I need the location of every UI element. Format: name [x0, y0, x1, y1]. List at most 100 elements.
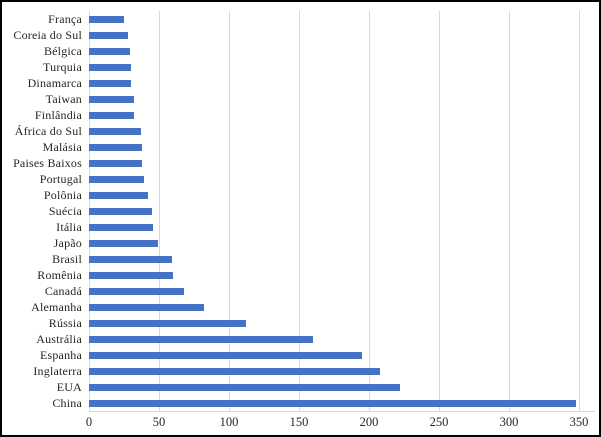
bar-track [89, 267, 599, 283]
bar-track [89, 107, 599, 123]
bar-suécia [89, 207, 152, 215]
bar-portugal [89, 175, 144, 183]
bar-inglaterra [89, 367, 381, 375]
category-label: Alemanha [31, 299, 82, 314]
bar-row: Alemanha [2, 299, 599, 315]
x-tick-label: 250 [429, 415, 449, 429]
bar-track [89, 123, 599, 139]
bar-row: Romênia [2, 267, 599, 283]
bar-track [89, 43, 599, 59]
category-label: EUA [56, 379, 82, 394]
bar-dinamarca [89, 79, 131, 87]
bar-row: África do Sul [2, 123, 599, 139]
category-label: Japão [53, 235, 82, 250]
category-label: Espanha [39, 347, 82, 362]
bar-row: Brasil [2, 251, 599, 267]
bar-track [89, 187, 599, 203]
bar-row: Turquia [2, 59, 599, 75]
bar-bélgica [89, 47, 130, 55]
bar-row: Portugal [2, 171, 599, 187]
category-label: Canadá [44, 283, 82, 298]
bar-row: Polônia [2, 187, 599, 203]
category-label: Rússia [48, 315, 82, 330]
x-tick-label: 0 [85, 415, 93, 429]
x-tick-label: 200 [359, 415, 379, 429]
category-label: África do Sul [14, 123, 82, 138]
category-label: Romênia [37, 267, 82, 282]
bar-row: Malásia [2, 139, 599, 155]
bar-row: Suécia [2, 203, 599, 219]
bar-polônia [89, 191, 148, 199]
x-tick-label: 50 [152, 415, 166, 429]
bar-romênia [89, 271, 173, 279]
bar-track [89, 315, 599, 331]
bar-japão [89, 239, 158, 247]
bar-track [89, 235, 599, 251]
category-label: Turquia [43, 59, 82, 74]
category-label: Paises Baixos [13, 155, 82, 170]
bar-row: Japão [2, 235, 599, 251]
bar-austrália [89, 335, 313, 343]
gridline-x-100 [229, 11, 230, 411]
bar-row: Taiwan [2, 91, 599, 107]
category-label: Itália [56, 219, 82, 234]
gridline-x-200 [369, 11, 370, 411]
bar-rússia [89, 319, 246, 327]
category-label: Brasil [52, 251, 82, 266]
bar-frança [89, 15, 124, 23]
x-axis: 0 50 100 150 200 250 300 350 [85, 415, 589, 435]
bar-track [89, 155, 599, 171]
bar-track [89, 331, 599, 347]
bar-canadá [89, 287, 185, 295]
gridline-x-250 [439, 11, 440, 411]
bar-row: Rússia [2, 315, 599, 331]
bar-paises-baixos [89, 159, 143, 167]
bar-áfrica-do-sul [89, 127, 141, 135]
bar-row: França [2, 11, 599, 27]
gridline-x-300 [509, 11, 510, 411]
bar-row: Paises Baixos [2, 155, 599, 171]
bar-eua [89, 383, 400, 391]
bar-coreia-do-sul [89, 31, 129, 39]
bar-row: Austrália [2, 331, 599, 347]
bar-row: Coreia do Sul [2, 27, 599, 43]
bar-track [89, 219, 599, 235]
x-tick-label: 100 [219, 415, 239, 429]
bar-row: Canadá [2, 283, 599, 299]
bar-track [89, 299, 599, 315]
bar-itália [89, 223, 154, 231]
x-tick-label: 150 [289, 415, 309, 429]
bar-track [89, 347, 599, 363]
bar-row: Finlândia [2, 107, 599, 123]
bar-track [89, 75, 599, 91]
category-label: Coreia do Sul [13, 27, 82, 42]
bar-alemanha [89, 303, 204, 311]
category-label: China [52, 395, 82, 410]
bar-track [89, 27, 599, 43]
bar-finlândia [89, 111, 134, 119]
gridline-x-150 [299, 11, 300, 411]
bar-track [89, 203, 599, 219]
bar-espanha [89, 351, 362, 359]
category-label: Taiwan [45, 91, 82, 106]
bar-row: China [2, 395, 599, 411]
bar-malásia [89, 143, 143, 151]
bar-row: Bélgica [2, 43, 599, 59]
bar-track [89, 171, 599, 187]
category-label: Inglaterra [33, 363, 82, 378]
bar-track [89, 363, 599, 379]
bar-row: Itália [2, 219, 599, 235]
bar-track [89, 379, 599, 395]
category-label: Polônia [43, 187, 82, 202]
bar-track [89, 139, 599, 155]
category-label: Suécia [48, 203, 82, 218]
gridline-x-350 [579, 11, 580, 411]
bar-track [89, 251, 599, 267]
bar-turquia [89, 63, 131, 71]
bar-taiwan [89, 95, 134, 103]
category-label: Finlândia [34, 107, 82, 122]
category-label: Austrália [36, 331, 82, 346]
x-tick-label: 350 [569, 415, 589, 429]
bar-rows-container: França Coreia do Sul Bélgica Turquia Dinamar… [2, 11, 599, 411]
